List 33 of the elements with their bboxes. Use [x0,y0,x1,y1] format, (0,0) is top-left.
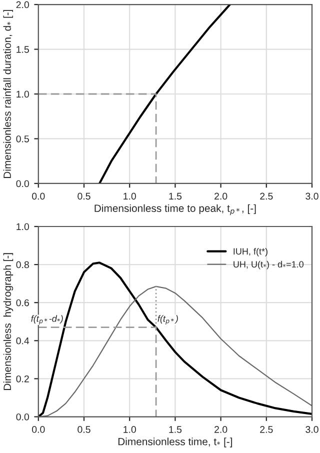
y-tick-label: 1.0 [16,223,29,230]
y-tick-label: 0.5 [16,135,29,142]
x-tick-label: 1.5 [169,426,182,433]
x-tick-label: 1.5 [169,192,182,200]
legend-label: UH, U(t$_{*}$) - d$_{*}$=1.0 [234,260,304,270]
y-tick-label: 2.0 [16,1,29,8]
x-tick-label: 0.5 [78,426,90,433]
y-axis-title: Dimensionless hydrograph [-] [3,253,14,390]
x-axis-title: Dimensionless time to peak, t$_{p*}$, [-] [94,204,256,216]
y-tick-label: 1.5 [16,46,29,53]
x-tick-label: 3.0 [306,426,318,433]
x-axis-title: Dimensionless time, t$_{*}$ [-] [118,438,232,448]
x-tick-label: 0.5 [78,192,90,200]
y-tick-label: 1.0 [16,90,29,98]
y-tick-label: 0.2 [16,375,29,382]
y-tick-label: 0.0 [16,413,29,420]
x-tick-label: 3.0 [306,192,318,200]
x-tick-label: 2.0 [214,426,228,433]
y-tick-label: 0.6 [16,299,29,306]
x-tick-label: 2.5 [260,426,273,433]
y-tick-label: 0.4 [16,337,30,344]
legend-label: IUH, f(t*) [234,248,268,256]
x-tick-label: 2.5 [260,192,273,200]
y-tick-label: 0.0 [16,180,29,188]
x-tick-label: 2.0 [214,192,228,200]
x-tick-label: 1.0 [124,426,136,433]
x-tick-label: 0.0 [32,426,45,433]
y-tick-label: 0.8 [16,261,29,268]
annotation: f(t$_{p*}$) [158,315,178,325]
x-tick-label: 0.0 [32,192,45,200]
x-tick-label: 1.0 [124,192,136,200]
annotation: f(t$_{p*}$-d$_{*}$) [31,315,63,325]
y-axis-title: Dimensionless rainfall duration, d$_{*}$ [-] [3,10,13,178]
